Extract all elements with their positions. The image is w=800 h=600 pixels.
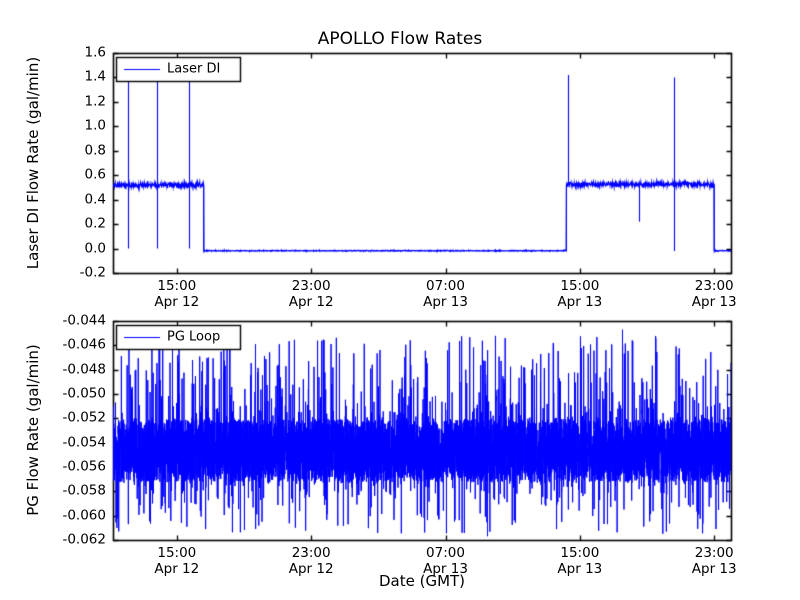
x-tick-label: 23:00 Apr 13 (691, 278, 737, 310)
y-tick-label: -0.054 (62, 433, 106, 450)
x-tick-label: 15:00 Apr 12 (154, 278, 200, 310)
y-tick-label: 1.2 (84, 93, 106, 110)
x-tick-label: 23:00 Apr 12 (288, 278, 334, 310)
x-tick-time: 15:00 (157, 545, 197, 561)
legend-entry-laser-di: Laser DI (167, 61, 221, 77)
y-tick-label: -0.2 (79, 264, 106, 281)
x-tick-time: 15:00 (560, 278, 600, 294)
x-tick-time: 23:00 (291, 278, 331, 294)
y-tick-label: 1.0 (84, 117, 106, 134)
y-tick-label: -0.044 (62, 312, 106, 329)
y-tick-label: -0.062 (62, 531, 106, 548)
x-tick-date: Apr 13 (557, 293, 603, 310)
y-tick-label: 0.8 (84, 142, 106, 159)
x-tick-time: 23:00 (694, 278, 734, 294)
x-tick-label: 23:00 Apr 13 (691, 545, 737, 577)
y-tick-label: -0.050 (62, 385, 106, 402)
x-tick-time: 23:00 (694, 545, 734, 561)
x-tick-label: 15:00 Apr 13 (557, 278, 603, 310)
x-tick-date: Apr 13 (691, 560, 737, 577)
x-tick-time: 07:00 (426, 545, 465, 561)
y-tick-label: 0.0 (84, 239, 106, 256)
x-tick-date: Apr 13 (423, 560, 468, 577)
x-tick-date: Apr 13 (557, 560, 603, 577)
legend-entry-pg-loop: PG Loop (167, 329, 221, 345)
y-tick-label: 1.6 (84, 44, 106, 61)
y-tick-label: 1.4 (84, 68, 106, 85)
y-axis-label-laser-di: Laser DI Flow Rate (gal/min) (24, 56, 42, 270)
x-tick-date: Apr 13 (423, 293, 468, 310)
x-tick-time: 15:00 (157, 278, 197, 294)
y-tick-label: 0.2 (84, 215, 106, 232)
y-tick-label: -0.052 (62, 409, 106, 426)
x-tick-label: 15:00 Apr 13 (557, 545, 603, 577)
x-tick-label: 07:00 Apr 13 (423, 545, 468, 577)
x-tick-date: Apr 12 (288, 293, 334, 310)
x-axis-label: Date (GMT) (378, 572, 466, 590)
x-tick-date: Apr 13 (691, 293, 737, 310)
x-tick-time: 23:00 (291, 545, 331, 561)
x-tick-label: 15:00 Apr 12 (154, 545, 200, 577)
x-tick-time: 15:00 (560, 545, 600, 561)
y-tick-label: -0.056 (62, 458, 106, 475)
x-tick-date: Apr 12 (154, 293, 200, 310)
y-tick-label: 0.4 (84, 190, 106, 207)
y-tick-label: 0.6 (84, 166, 106, 183)
x-tick-label: 23:00 Apr 12 (288, 545, 334, 577)
y-tick-label: -0.048 (62, 360, 106, 377)
x-tick-date: Apr 12 (154, 560, 200, 577)
y-tick-label: -0.046 (62, 336, 106, 353)
page-title: APOLLO Flow Rates (317, 29, 483, 49)
x-tick-label: 07:00 Apr 13 (423, 278, 468, 310)
y-tick-label: -0.060 (62, 506, 106, 523)
x-tick-time: 07:00 (426, 278, 465, 294)
y-tick-label: -0.058 (62, 482, 106, 499)
x-tick-date: Apr 12 (288, 560, 334, 577)
